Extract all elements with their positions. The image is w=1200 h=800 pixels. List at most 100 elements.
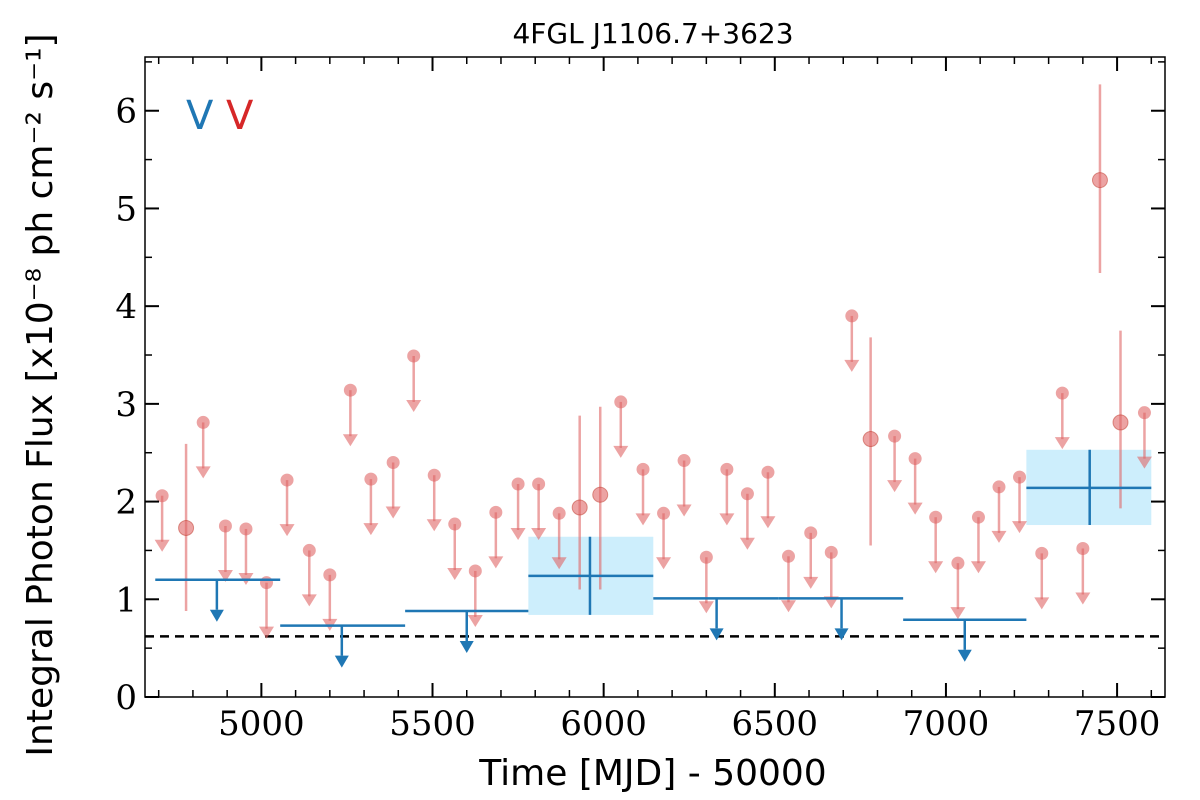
- upper-limit-marker: [552, 506, 566, 520]
- monthly-upper-limit: [510, 477, 526, 540]
- upper-limit-marker: [280, 473, 294, 487]
- monthly-upper-limit: [467, 564, 483, 627]
- monthly-upper-limit: [259, 576, 275, 639]
- monthly-upper-limit: [676, 454, 692, 517]
- upper-limit-arrow: [406, 399, 422, 412]
- upper-limit-marker: [343, 383, 357, 397]
- monthly-upper-limit: [551, 506, 567, 570]
- binned-detection: [1026, 449, 1152, 526]
- upper-limit-arrow: [551, 557, 567, 570]
- x-tick-label: 7500: [1074, 704, 1161, 744]
- y-tick-label: 0: [115, 678, 137, 718]
- upper-limit-arrow: [844, 359, 860, 372]
- axis-ticks: 5000 5500 6000 6500 7000 7500 0 1 2 3 4 5 6: [115, 57, 1165, 744]
- upper-limit-arrow: [342, 434, 358, 447]
- upper-limit-marker: [407, 349, 421, 363]
- monthly-upper-limit: [887, 429, 903, 493]
- upper-limit-marker: [657, 506, 671, 520]
- legend-entry: V: [226, 93, 254, 139]
- monthly-upper-limit: [301, 543, 317, 607]
- monthly-upper-limit: [844, 309, 860, 372]
- upper-limit-marker: [532, 477, 546, 491]
- plot-frame: [144, 56, 1166, 698]
- monthly-detection: [1091, 84, 1108, 273]
- upper-limit-arrow: [709, 628, 724, 641]
- detection-marker: [1112, 414, 1129, 431]
- x-axis-title: Time [MJD] - 50000: [478, 753, 826, 794]
- y-tick-label: 5: [115, 189, 137, 229]
- monthly-upper-limit: [1054, 386, 1070, 450]
- y-tick-label: 3: [115, 385, 137, 425]
- upper-limit-marker: [511, 477, 525, 491]
- monthly-upper-limit: [531, 477, 547, 540]
- upper-limit-marker: [1055, 386, 1069, 400]
- upper-limit-arrow: [739, 537, 755, 550]
- upper-limit-marker: [740, 487, 754, 501]
- upper-limit-marker: [614, 395, 628, 409]
- upper-limit-arrow: [676, 504, 692, 517]
- upper-limit-marker: [323, 568, 337, 582]
- legend-entry: V: [186, 93, 214, 139]
- detection-marker: [178, 519, 195, 536]
- y-tick-label: 2: [115, 483, 137, 523]
- upper-limit-marker: [761, 465, 775, 479]
- upper-limit-arrow: [803, 576, 819, 589]
- detection-marker: [1091, 172, 1108, 189]
- upper-limit-arrow: [656, 557, 672, 570]
- upper-limit-marker: [971, 510, 985, 524]
- monthly-detection: [592, 406, 609, 590]
- upper-limit-marker: [448, 517, 462, 531]
- upper-limit-marker: [677, 454, 691, 468]
- monthly-upper-limit: [363, 472, 379, 536]
- upper-limit-arrow: [1012, 521, 1028, 534]
- monthly-upper-limit: [406, 349, 422, 412]
- upper-limit-marker: [951, 556, 965, 570]
- monthly-upper-limit: [195, 415, 211, 479]
- upper-limit-arrow: [698, 601, 714, 614]
- monthly-upper-limit: [760, 465, 776, 529]
- monthly-upper-limit: [1136, 406, 1152, 469]
- upper-limit-marker: [992, 480, 1006, 494]
- monthly-upper-limit: [613, 395, 629, 458]
- upper-limit-arrow: [217, 570, 233, 583]
- upper-limit-marker: [468, 564, 482, 578]
- upper-limit-arrow: [531, 527, 547, 540]
- monthly-upper-limit: [950, 556, 966, 620]
- x-tick-label: 5000: [218, 704, 305, 744]
- upper-limit-marker: [804, 526, 818, 540]
- monthly-detection: [1112, 330, 1129, 509]
- monthly-upper-limit: [780, 549, 796, 613]
- upper-limit-marker: [636, 462, 650, 476]
- upper-limit-marker: [1013, 470, 1027, 484]
- upper-limit-arrow: [334, 655, 349, 668]
- binned-detection: [528, 536, 654, 615]
- monthly-upper-limit: [217, 519, 233, 583]
- monthly-upper-limit: [928, 510, 944, 574]
- upper-limit-arrow: [154, 539, 170, 552]
- upper-limit-marker: [239, 522, 253, 536]
- upper-limit-marker: [364, 472, 378, 486]
- detection-marker: [862, 431, 879, 448]
- upper-limit-arrow: [1136, 456, 1152, 469]
- monthly-detection: [571, 415, 588, 590]
- binned-upper-limit: [155, 578, 281, 622]
- binned-upper-limit: [903, 618, 1027, 662]
- monthly-upper-limit: [970, 510, 986, 574]
- upper-limit-marker: [720, 462, 734, 476]
- upper-limit-marker: [427, 468, 441, 482]
- upper-limit-arrow: [488, 556, 504, 569]
- upper-limit-arrow: [887, 480, 903, 493]
- upper-limit-marker: [781, 549, 795, 563]
- monthly-upper-limit: [656, 506, 672, 570]
- upper-limit-marker: [155, 489, 169, 503]
- upper-limit-arrow: [1075, 592, 1091, 605]
- binned-upper-limit: [778, 597, 904, 641]
- upper-limit-marker: [1076, 541, 1090, 555]
- upper-limit-marker: [699, 550, 713, 564]
- monthly-upper-limit: [488, 505, 504, 569]
- upper-limit-marker: [845, 309, 859, 323]
- detection-marker: [571, 499, 588, 516]
- x-tick-label: 5500: [389, 704, 476, 744]
